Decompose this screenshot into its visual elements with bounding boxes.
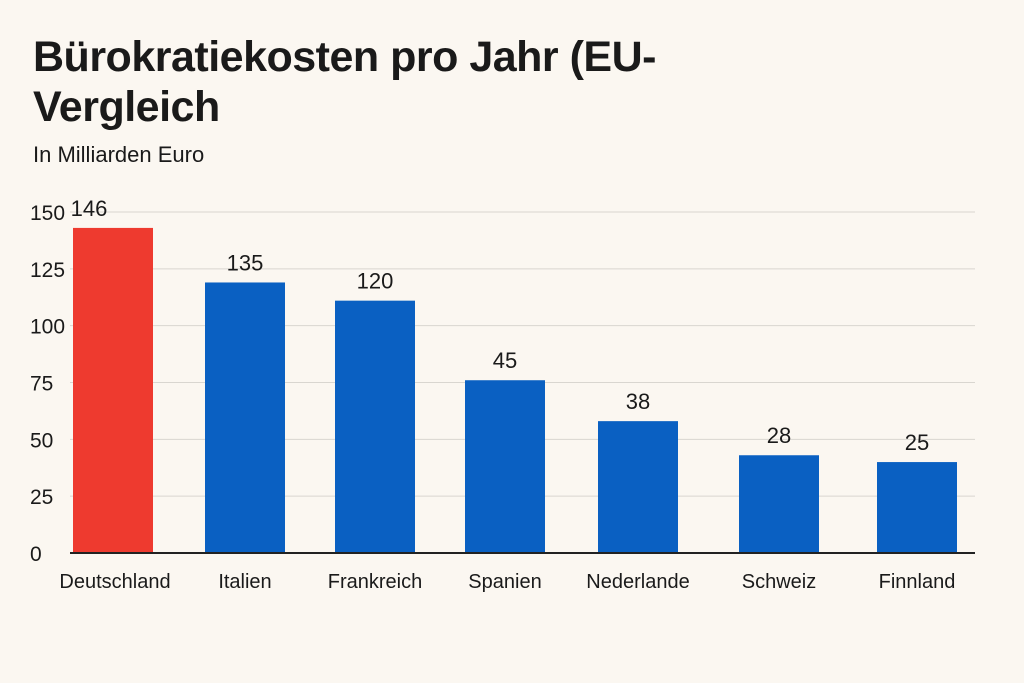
y-tick-label: 75	[30, 373, 53, 396]
x-tick-label: Frankreich	[328, 571, 422, 593]
bar-nederlande	[598, 421, 678, 553]
x-tick-label: Nederlande	[586, 571, 689, 593]
data-label: 120	[357, 269, 394, 294]
y-tick-label: 25	[30, 486, 53, 509]
data-label: 28	[767, 423, 791, 448]
data-label: 135	[227, 250, 264, 275]
y-tick-label: 100	[30, 316, 65, 339]
data-label: 25	[905, 430, 929, 455]
bar-italien	[205, 282, 285, 553]
y-tick-label: 0	[30, 543, 42, 566]
y-tick-label: 125	[30, 259, 65, 282]
data-label: 38	[626, 389, 650, 414]
x-tick-label: Finnland	[879, 571, 956, 593]
x-tick-label: Deutschland	[59, 571, 170, 593]
data-label: 45	[493, 348, 517, 373]
x-tick-label: Italien	[218, 571, 271, 593]
x-tick-label: Spanien	[468, 571, 541, 593]
bar-finnland	[877, 462, 957, 553]
chart-subtitle: In Milliarden Euro	[33, 142, 205, 167]
bar-spanien	[465, 380, 545, 553]
bar-deutschland	[73, 227, 153, 553]
bar-frankreich	[335, 300, 415, 553]
y-tick-label: 50	[30, 429, 53, 452]
chart-title: Bürokratiekosten pro Jahr (EU-Vergleich	[33, 33, 656, 131]
y-tick-label: 150	[30, 202, 65, 225]
bar-schweiz	[739, 455, 819, 553]
data-label: 146	[71, 196, 108, 221]
x-tick-label: Schweiz	[742, 571, 816, 593]
